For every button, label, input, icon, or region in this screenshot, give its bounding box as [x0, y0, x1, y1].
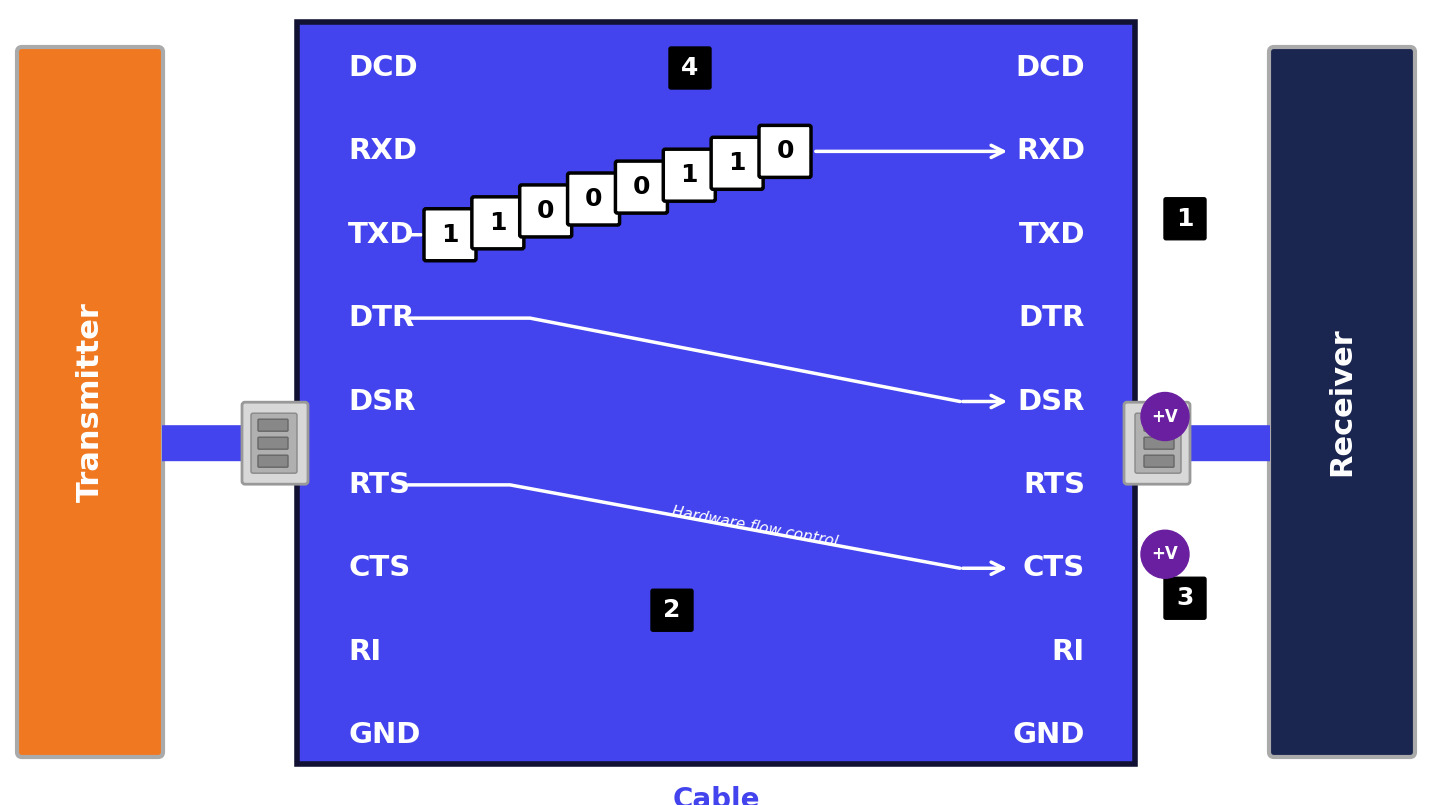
FancyBboxPatch shape	[242, 402, 308, 484]
Text: DTR: DTR	[348, 304, 414, 332]
FancyBboxPatch shape	[473, 197, 524, 249]
Text: TXD: TXD	[348, 221, 414, 249]
Text: Transmitter: Transmitter	[76, 302, 105, 502]
FancyBboxPatch shape	[759, 126, 811, 177]
FancyBboxPatch shape	[1164, 577, 1206, 619]
FancyBboxPatch shape	[652, 589, 693, 631]
Text: CTS: CTS	[1022, 555, 1085, 582]
FancyBboxPatch shape	[162, 425, 245, 461]
Text: DSR: DSR	[348, 387, 415, 415]
Text: RTS: RTS	[1022, 471, 1085, 499]
Text: 1: 1	[441, 223, 458, 247]
FancyBboxPatch shape	[1136, 413, 1181, 473]
FancyBboxPatch shape	[296, 22, 1136, 764]
FancyBboxPatch shape	[520, 185, 571, 237]
Text: 3: 3	[1176, 586, 1194, 610]
Text: TXD: TXD	[1018, 221, 1085, 249]
FancyBboxPatch shape	[1144, 455, 1174, 467]
Text: 2: 2	[663, 598, 680, 622]
FancyBboxPatch shape	[258, 437, 288, 449]
Text: +V: +V	[1151, 407, 1179, 426]
Text: CTS: CTS	[348, 555, 410, 582]
Text: 1: 1	[729, 151, 746, 175]
FancyBboxPatch shape	[1144, 419, 1174, 431]
FancyBboxPatch shape	[1144, 437, 1174, 449]
Text: GND: GND	[1012, 721, 1085, 749]
FancyBboxPatch shape	[258, 419, 288, 431]
Text: DSR: DSR	[1018, 387, 1085, 415]
FancyBboxPatch shape	[567, 173, 620, 225]
Text: DCD: DCD	[1015, 54, 1085, 82]
Text: DCD: DCD	[348, 54, 418, 82]
Text: 1: 1	[1176, 207, 1194, 231]
FancyBboxPatch shape	[663, 149, 716, 201]
FancyBboxPatch shape	[616, 161, 667, 213]
Circle shape	[1141, 393, 1189, 440]
Text: GND: GND	[348, 721, 421, 749]
Text: DTR: DTR	[1018, 304, 1085, 332]
FancyBboxPatch shape	[1187, 425, 1270, 461]
FancyBboxPatch shape	[251, 413, 296, 473]
Text: 0: 0	[776, 139, 793, 163]
Text: +V: +V	[1151, 545, 1179, 563]
Text: 0: 0	[633, 175, 650, 199]
Text: 1: 1	[490, 211, 507, 235]
Text: Receiver: Receiver	[1327, 328, 1356, 477]
FancyBboxPatch shape	[1164, 198, 1206, 240]
Text: 0: 0	[584, 187, 603, 211]
Text: RI: RI	[1051, 638, 1085, 666]
Text: RXD: RXD	[1015, 138, 1085, 165]
Text: RTS: RTS	[348, 471, 410, 499]
Text: Cable: Cable	[672, 786, 760, 805]
Text: RXD: RXD	[348, 138, 417, 165]
FancyBboxPatch shape	[17, 47, 163, 757]
FancyBboxPatch shape	[258, 455, 288, 467]
Text: Hardware flow control: Hardware flow control	[670, 504, 839, 549]
Text: RI: RI	[348, 638, 381, 666]
FancyBboxPatch shape	[424, 208, 475, 261]
Text: 0: 0	[537, 199, 554, 223]
Circle shape	[1141, 530, 1189, 578]
Text: 4: 4	[682, 56, 699, 80]
FancyBboxPatch shape	[1124, 402, 1190, 484]
FancyBboxPatch shape	[669, 47, 712, 89]
Text: 1: 1	[680, 163, 697, 188]
FancyBboxPatch shape	[712, 138, 763, 189]
FancyBboxPatch shape	[1269, 47, 1415, 757]
